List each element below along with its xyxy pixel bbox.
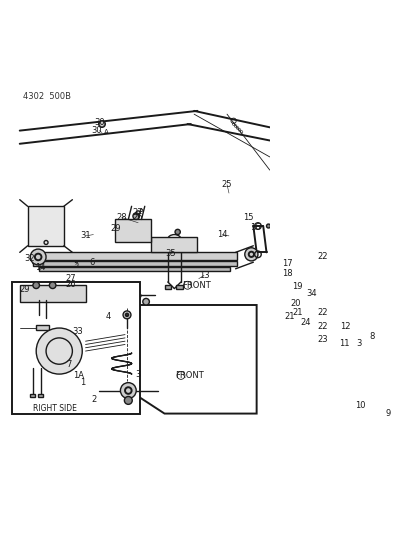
Text: 27: 27 [65, 274, 76, 283]
Polygon shape [74, 305, 256, 414]
Text: 32: 32 [24, 254, 35, 263]
Bar [33, 252, 236, 260]
Text: 10: 10 [355, 401, 365, 410]
Circle shape [266, 224, 270, 228]
Text: 25: 25 [221, 180, 232, 189]
Text: 30: 30 [94, 118, 105, 126]
Text: 26: 26 [133, 213, 143, 222]
Text: 23: 23 [317, 335, 328, 344]
Text: 13: 13 [198, 271, 209, 280]
Text: 35: 35 [165, 249, 176, 258]
Circle shape [99, 121, 105, 127]
Bar [37, 394, 43, 397]
Circle shape [120, 383, 136, 399]
Text: 1A: 1A [73, 371, 84, 380]
Text: 24: 24 [300, 318, 310, 327]
Text: 31: 31 [80, 231, 91, 240]
Text: 6: 6 [89, 258, 94, 266]
Bar [332, 321, 348, 324]
Circle shape [351, 386, 364, 399]
Circle shape [291, 229, 299, 237]
Text: 27: 27 [133, 208, 143, 217]
Circle shape [312, 262, 318, 269]
Bar [20, 285, 85, 302]
Text: 21: 21 [283, 312, 294, 321]
Text: 12: 12 [339, 321, 350, 330]
Circle shape [244, 248, 257, 261]
Text: 3: 3 [355, 338, 360, 348]
Circle shape [374, 407, 381, 414]
Circle shape [123, 311, 130, 319]
Bar [12, 282, 140, 414]
Text: 14: 14 [217, 230, 227, 239]
Circle shape [312, 321, 318, 328]
Text: 3: 3 [135, 369, 141, 378]
Bar [291, 229, 299, 237]
Text: 17: 17 [281, 259, 292, 268]
Text: 22: 22 [317, 253, 328, 262]
Text: 21: 21 [292, 309, 303, 317]
Bar [115, 220, 151, 243]
Text: 11: 11 [338, 338, 348, 348]
Circle shape [312, 282, 318, 288]
Text: 14: 14 [36, 263, 46, 272]
Bar [332, 328, 348, 330]
Text: 1: 1 [79, 378, 85, 387]
Text: 18: 18 [281, 269, 292, 278]
Text: 30: 30 [91, 126, 102, 135]
Bar [164, 285, 171, 289]
Text: 19: 19 [292, 282, 302, 291]
Text: 7: 7 [65, 360, 71, 369]
Text: 34: 34 [306, 289, 317, 297]
Text: 5: 5 [73, 260, 78, 269]
Text: 29: 29 [20, 285, 30, 294]
Bar [332, 335, 348, 337]
Circle shape [36, 328, 82, 374]
Text: 33: 33 [72, 327, 83, 336]
Circle shape [34, 252, 39, 257]
Text: 9: 9 [385, 409, 390, 418]
Bar [39, 267, 230, 271]
Circle shape [30, 249, 46, 265]
Circle shape [124, 397, 132, 405]
Bar [33, 261, 236, 266]
Text: 2: 2 [91, 394, 97, 403]
Circle shape [49, 282, 56, 288]
Text: 22: 22 [317, 321, 328, 330]
Bar [332, 332, 348, 334]
Circle shape [33, 282, 39, 288]
Circle shape [290, 313, 300, 324]
Text: FRONT: FRONT [181, 281, 210, 290]
Text: 4302  500B: 4302 500B [23, 92, 71, 101]
Text: A: A [104, 129, 109, 135]
Text: RIGHT SIDE: RIGHT SIDE [33, 405, 76, 414]
Circle shape [312, 302, 318, 308]
Bar [332, 325, 348, 327]
Bar [27, 206, 64, 246]
Text: 16: 16 [249, 223, 260, 232]
Text: 20: 20 [290, 298, 301, 308]
Text: FRONT: FRONT [175, 371, 203, 380]
Circle shape [142, 298, 149, 305]
Text: 22: 22 [317, 309, 328, 317]
Text: 4: 4 [106, 312, 111, 321]
Text: 8: 8 [368, 332, 373, 341]
Bar [29, 394, 35, 397]
Text: 15: 15 [243, 213, 253, 222]
Bar [36, 325, 49, 330]
Bar [151, 237, 197, 252]
Bar [176, 285, 182, 289]
Text: 28: 28 [116, 213, 127, 222]
Text: 29: 29 [110, 223, 120, 232]
Circle shape [133, 213, 139, 220]
Bar [289, 235, 301, 294]
Circle shape [175, 229, 180, 235]
Text: 26: 26 [65, 280, 76, 289]
